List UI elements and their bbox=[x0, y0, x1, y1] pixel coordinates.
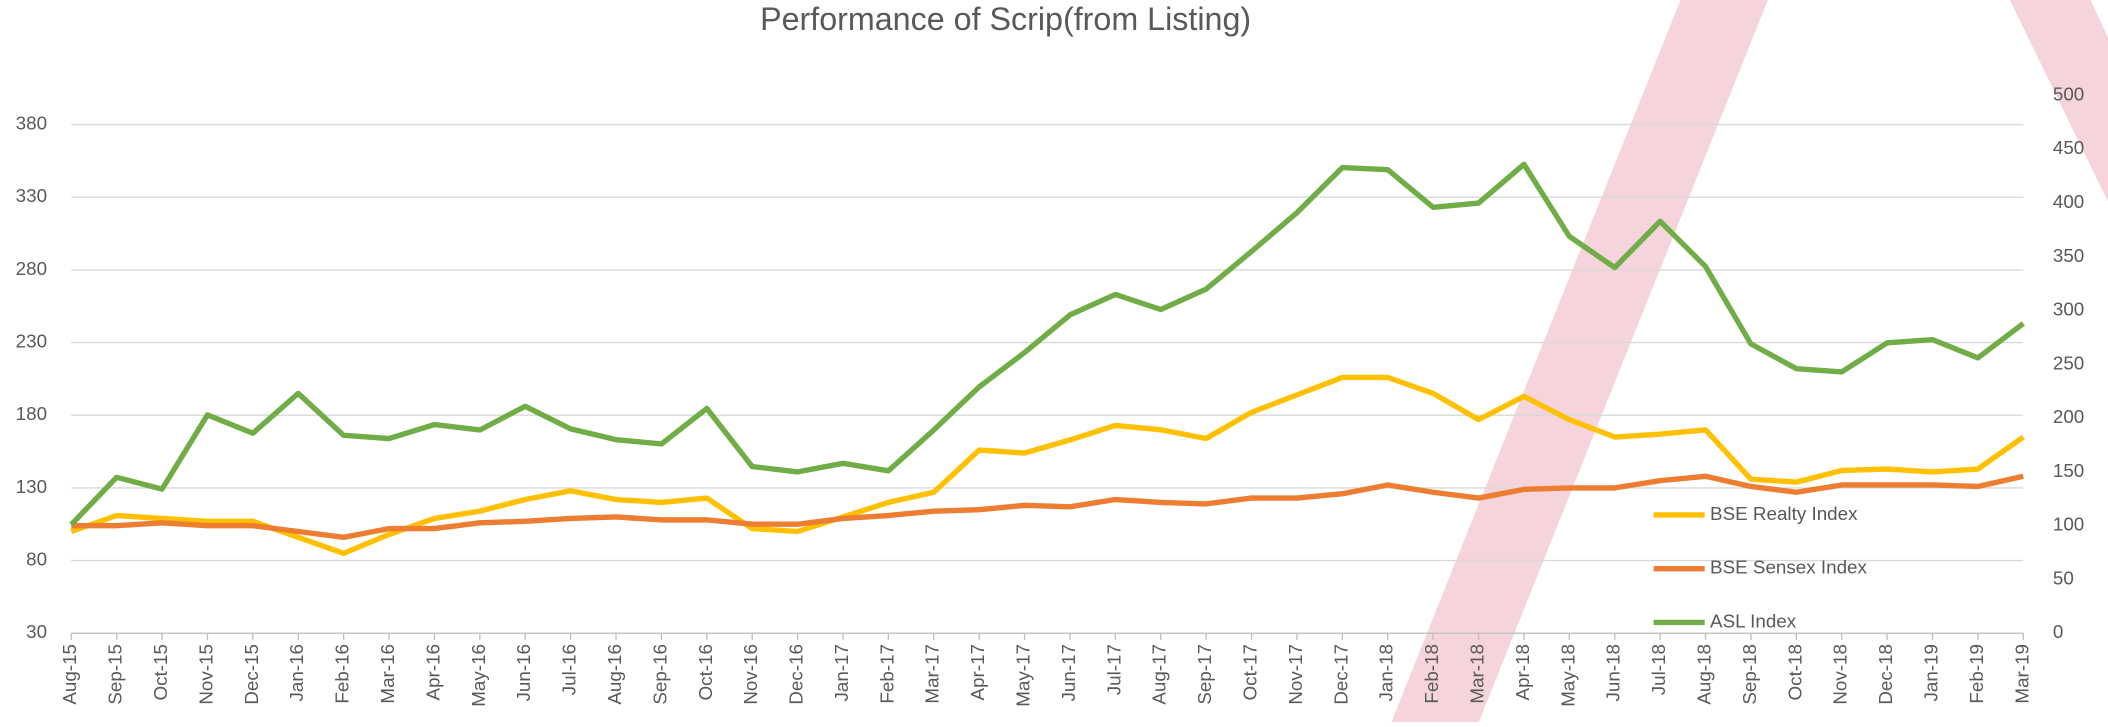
x-tick-label: Jan-16 bbox=[286, 644, 307, 702]
x-tick-label: Mar-18 bbox=[1467, 644, 1488, 704]
series-line bbox=[71, 164, 2023, 524]
x-tick-label: Aug-16 bbox=[604, 644, 625, 705]
x-tick-label: Mar-16 bbox=[377, 644, 398, 704]
x-tick-label: Sep-18 bbox=[1739, 644, 1760, 705]
x-tick-label: Aug-18 bbox=[1693, 644, 1714, 705]
x-tick-label: Mar-19 bbox=[2011, 644, 2032, 704]
y2-tick-label: 250 bbox=[2053, 352, 2084, 373]
x-tick-label: Apr-16 bbox=[422, 644, 443, 700]
x-tick-label: Oct-15 bbox=[150, 644, 171, 700]
x-tick-label: Oct-17 bbox=[1240, 644, 1261, 700]
y-tick-label: 130 bbox=[16, 476, 47, 497]
y-tick-label: 280 bbox=[16, 258, 47, 279]
x-tick-label: Dec-18 bbox=[1875, 644, 1896, 705]
x-tick-label: Jul-17 bbox=[1103, 644, 1124, 695]
x-tick-label: May-16 bbox=[468, 644, 489, 707]
x-tick-label: Sep-15 bbox=[105, 644, 126, 705]
y-tick-label: 230 bbox=[16, 331, 47, 352]
x-tick-label: Jan-19 bbox=[1920, 644, 1941, 702]
y2-tick-label: 200 bbox=[2053, 406, 2084, 427]
chart: Performance of Scrip(from Listing) 30 80 1… bbox=[0, 0, 2108, 722]
chart-title: Performance of Scrip(from Listing) bbox=[760, 1, 1251, 37]
x-tick-label: Sep-16 bbox=[649, 644, 670, 705]
x-tick-label: Oct-16 bbox=[695, 644, 716, 700]
x-tick-label: Sep-17 bbox=[1194, 644, 1215, 705]
y-tick-label: 30 bbox=[26, 621, 47, 642]
x-tick-label: Dec-16 bbox=[786, 644, 807, 705]
x-tick-label: Feb-19 bbox=[1966, 644, 1987, 704]
x-tick-label: Jun-18 bbox=[1603, 644, 1624, 702]
x-tick-label: Jul-18 bbox=[1648, 644, 1669, 695]
y2-tick-label: 450 bbox=[2053, 137, 2084, 158]
x-tick-label: Nov-18 bbox=[1830, 644, 1851, 705]
y-tick-label: 180 bbox=[16, 403, 47, 424]
x-tick-label: May-18 bbox=[1557, 644, 1578, 707]
legend-label: BSE Sensex Index bbox=[1710, 557, 1867, 578]
x-tick-label: Nov-17 bbox=[1285, 644, 1306, 705]
y2-tick-label: 350 bbox=[2053, 245, 2084, 266]
x-tick-label: Jan-17 bbox=[831, 644, 852, 702]
x-tick-label: Aug-15 bbox=[59, 644, 80, 705]
x-tick-label: Oct-18 bbox=[1784, 644, 1805, 700]
x-tick-label: Dec-17 bbox=[1330, 644, 1351, 705]
x-tick-label: Jun-16 bbox=[513, 644, 534, 702]
legend-label: BSE Realty Index bbox=[1710, 503, 1858, 524]
x-tick-label: May-17 bbox=[1013, 644, 1034, 707]
x-tick-label: Aug-17 bbox=[1149, 644, 1170, 705]
x-tick-label: Nov-16 bbox=[740, 644, 761, 705]
x-tick-label: Feb-16 bbox=[332, 644, 353, 704]
y2-tick-label: 0 bbox=[2053, 621, 2063, 642]
series-line bbox=[71, 377, 2023, 553]
x-tick-label: Feb-18 bbox=[1421, 644, 1442, 704]
x-tick-label: Dec-15 bbox=[241, 644, 262, 705]
y2-tick-label: 400 bbox=[2053, 191, 2084, 212]
y2-tick-label: 150 bbox=[2053, 460, 2084, 481]
x-tick-label: Jun-17 bbox=[1058, 644, 1079, 702]
legend-label: ASL Index bbox=[1710, 610, 1797, 631]
y2-tick-label: 300 bbox=[2053, 299, 2084, 320]
x-tick-label: Feb-17 bbox=[876, 644, 897, 704]
x-tick-label: Apr-17 bbox=[967, 644, 988, 700]
x-tick-label: Apr-18 bbox=[1512, 644, 1533, 700]
y-tick-label: 380 bbox=[16, 113, 47, 134]
y2-tick-label: 100 bbox=[2053, 514, 2084, 535]
x-tick-label: Jul-16 bbox=[559, 644, 580, 695]
y2-tick-label: 500 bbox=[2053, 83, 2084, 104]
y2-tick-label: 50 bbox=[2053, 567, 2074, 588]
x-tick-label: Jan-18 bbox=[1376, 644, 1397, 702]
y-tick-label: 80 bbox=[26, 549, 47, 570]
y-tick-label: 330 bbox=[16, 185, 47, 206]
x-tick-label: Nov-15 bbox=[195, 644, 216, 705]
x-tick-label: Mar-17 bbox=[922, 644, 943, 704]
